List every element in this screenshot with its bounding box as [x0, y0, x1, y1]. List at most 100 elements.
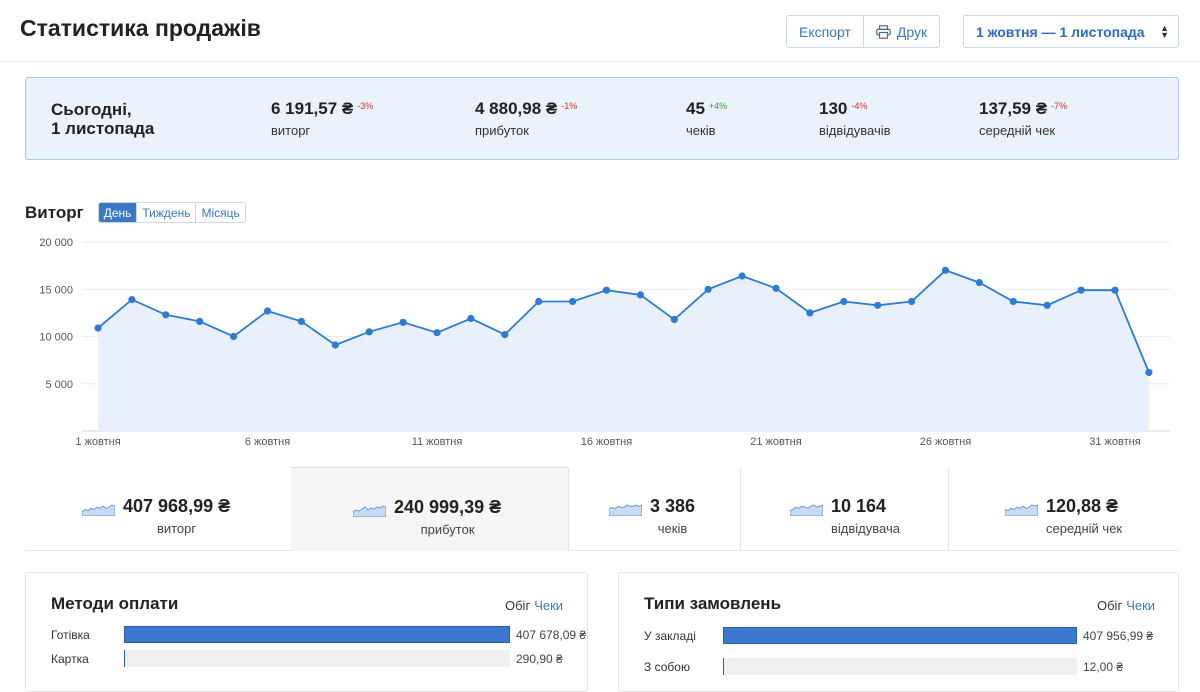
today-label-date: 1 листопада — [51, 119, 155, 138]
breakdown-label: З собою — [644, 660, 690, 674]
breakdown-bar-track — [124, 626, 510, 643]
data-point — [1077, 286, 1085, 294]
data-point — [806, 309, 814, 317]
metric-value: 137,59 ₴ — [979, 99, 1048, 118]
sparkline-icon — [82, 504, 115, 516]
metric-value: 130 — [819, 99, 848, 118]
payment-methods-card: Методи оплати Обіг Чеки Готівка 407 678,09… — [25, 572, 588, 692]
data-point — [365, 328, 373, 336]
chart-title: Виторг — [25, 202, 84, 222]
top-bar: Статистика продажів Експорт Друк 1 жовтн… — [0, 0, 1200, 62]
summary-content: 407 968,99 ₴ виторг — [82, 496, 231, 536]
x-tick-label: 11 жовтня — [412, 436, 463, 448]
summary-value: 407 968,99 ₴ — [123, 496, 231, 516]
summary-row: 407 968,99 ₴ виторг 240 999,39 ₴ прибуток 3 … — [25, 467, 1179, 551]
toggle-turnover[interactable]: Обіг — [1097, 598, 1123, 613]
export-button[interactable]: Експорт — [787, 16, 863, 47]
today-metric: 130 -4% відвідувачів — [819, 99, 891, 138]
date-range-value: 1 жовтня — 1 листопада — [976, 23, 1145, 40]
data-point — [772, 284, 780, 292]
summary-label: чеків — [657, 521, 688, 536]
data-point — [331, 341, 339, 349]
export-print-group: Експорт Друк — [786, 15, 941, 48]
breakdown-label: Готівка — [51, 628, 90, 642]
data-point — [636, 291, 645, 299]
data-point — [1043, 301, 1051, 309]
sparkline-icon — [609, 504, 642, 516]
breakdown-value: 407 678,09 ₴ — [516, 628, 587, 642]
data-point — [1009, 297, 1017, 306]
summary-value: 10 164 — [831, 496, 887, 516]
breakdown-bar-track — [124, 650, 510, 667]
data-point — [704, 285, 712, 293]
data-point — [535, 297, 543, 306]
y-tick-label: 20 000 — [39, 237, 73, 249]
metric-label: середній чек — [979, 123, 1056, 138]
payment-methods-toggle: Обіг Чеки — [505, 598, 563, 613]
breakdown-bar — [124, 626, 510, 643]
summary-value: 120,88 ₴ — [1046, 496, 1119, 516]
toggle-checks[interactable]: Чеки — [1126, 598, 1156, 613]
breakdown-bar-track — [723, 658, 1077, 675]
data-point — [128, 296, 136, 304]
summary-label: відвідувача — [831, 521, 900, 536]
today-label-line1: Сьогодні, — [51, 100, 132, 119]
data-point — [1111, 286, 1119, 294]
data-point — [602, 286, 611, 294]
summary-cell[interactable]: 240 999,39 ₴ прибуток — [291, 467, 568, 551]
x-tick-label: 26 жовтня — [920, 436, 971, 448]
today-metric-value: 130 -4% — [819, 99, 891, 119]
summary-cell[interactable]: 407 968,99 ₴ виторг — [25, 467, 291, 551]
summary-label: прибуток — [420, 522, 475, 537]
today-metric-value: 4 880,98 ₴ -1% — [475, 99, 577, 119]
revenue-chart-header: Виторг День Тиждень Місяць — [25, 202, 246, 223]
data-point — [230, 332, 238, 341]
summary-content: 10 164 відвідувача — [790, 496, 900, 536]
toggle-turnover[interactable]: Обіг — [505, 598, 531, 613]
period-button[interactable]: Місяць — [195, 203, 245, 222]
date-range-select[interactable]: 1 жовтня — 1 листопада ▲ ▼ — [963, 15, 1179, 48]
x-tick-label: 31 жовтня — [1089, 436, 1140, 448]
summary-content: 120,88 ₴ середній чек — [1005, 496, 1122, 536]
breakdown-row: Готівка 407 678,09 ₴ — [51, 626, 586, 644]
summary-label: виторг — [156, 521, 197, 536]
summary-cell[interactable]: 3 386 чеків — [568, 467, 740, 551]
metric-delta: -3% — [357, 101, 374, 111]
metric-value: 45 — [686, 99, 705, 118]
sparkline-icon — [353, 505, 386, 517]
summary-content: 240 999,39 ₴ прибуток — [353, 497, 502, 537]
today-metric: 4 880,98 ₴ -1% прибуток — [475, 99, 577, 138]
breakdown-row: У закладі 407 956,99 ₴ — [644, 627, 1164, 645]
revenue-area — [98, 270, 1149, 431]
payment-methods-title: Методи оплати — [51, 594, 179, 613]
sparkline-icon — [790, 504, 823, 516]
period-button[interactable]: Тиждень — [136, 203, 196, 222]
today-metric-value: 6 191,57 ₴ -3% — [271, 99, 373, 119]
data-point — [162, 311, 170, 319]
breakdown-value: 290,90 ₴ — [516, 652, 563, 666]
metric-delta: -7% — [1051, 101, 1068, 111]
data-point — [840, 297, 848, 306]
metric-value: 6 191,57 ₴ — [271, 99, 354, 118]
breakdown-bar — [723, 658, 724, 675]
summary-value: 240 999,39 ₴ — [394, 497, 502, 517]
y-tick-label: 5 000 — [45, 379, 73, 391]
data-point — [1145, 368, 1153, 376]
period-button[interactable]: День — [98, 203, 137, 222]
today-metric-value: 45 +4% — [686, 99, 727, 119]
breakdown-row: Картка 290,90 ₴ — [51, 650, 571, 668]
sparkline-icon — [1005, 504, 1038, 516]
toggle-checks[interactable]: Чеки — [534, 598, 564, 613]
data-point — [467, 314, 475, 323]
data-point — [874, 301, 882, 309]
today-metric: 45 +4% чеків — [686, 99, 727, 138]
order-types-title: Типи замовлень — [644, 594, 782, 613]
print-label: Друк — [896, 23, 928, 40]
revenue-line — [97, 269, 1150, 373]
summary-cell[interactable]: 120,88 ₴ середній чек — [948, 467, 1179, 551]
print-button[interactable]: Друк — [862, 16, 940, 47]
data-point — [94, 324, 102, 332]
data-point — [433, 329, 441, 337]
summary-cell[interactable]: 10 164 відвідувача — [740, 467, 948, 551]
today-metric: 6 191,57 ₴ -3% виторг — [271, 99, 373, 138]
